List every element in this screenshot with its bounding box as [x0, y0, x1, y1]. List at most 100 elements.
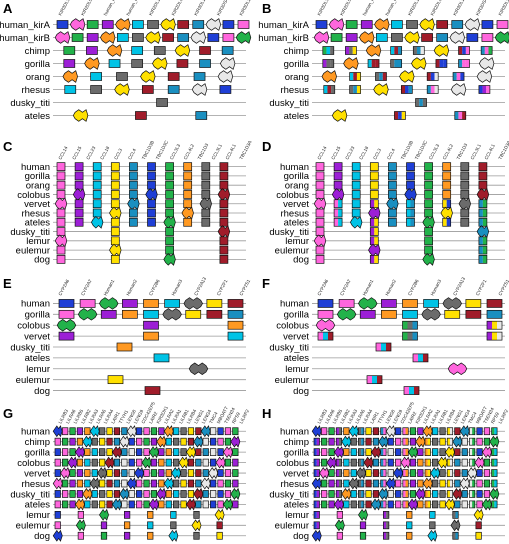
gene-block-mixed	[424, 469, 431, 477]
gene-block	[158, 500, 165, 509]
gene-block-outline	[426, 85, 439, 94]
gene-label: CYP2F1	[475, 278, 488, 296]
gene-block-outline	[424, 437, 431, 446]
gene-block-segment	[413, 353, 418, 362]
gene-block	[180, 427, 187, 436]
gene-block-segment	[316, 459, 320, 467]
gene-block-segment	[456, 72, 461, 81]
gene-block	[417, 448, 424, 456]
gene-block	[84, 427, 91, 436]
gene-block-segment	[462, 46, 466, 55]
gene-block-segment	[449, 459, 453, 467]
gene-block-fragmented	[476, 225, 490, 238]
gene-label: LENG4	[201, 408, 213, 424]
gene-block-segment	[336, 469, 339, 477]
gene-block-fragmented	[217, 225, 231, 238]
gene-block-outline	[491, 479, 498, 488]
gene-block-outline	[358, 437, 365, 446]
gene-block	[217, 490, 224, 498]
gene-block-segment	[452, 532, 456, 540]
gene-block	[63, 59, 76, 68]
gene-block-fragmented	[205, 18, 221, 31]
gene-block-fragmented	[185, 498, 196, 511]
gene-block-fragmented	[458, 197, 471, 211]
gene-block-segment	[316, 448, 320, 456]
gene-block-segment	[326, 46, 331, 55]
gene-block-segment	[465, 46, 470, 55]
gene-block-segment	[380, 469, 384, 477]
gene-block-segment	[374, 236, 379, 245]
gene-block	[195, 427, 202, 436]
gene-block-segment	[372, 375, 377, 384]
gene-block	[106, 437, 113, 446]
gene-block-segment	[427, 72, 431, 81]
gene-label: CCL15	[330, 145, 341, 160]
gene-block-fragmented	[191, 519, 202, 532]
gene-label: KIR3DL2	[497, 0, 509, 16]
gene-block-outline	[394, 111, 406, 120]
gene-block-segment	[334, 199, 339, 208]
species-label: vervet	[283, 199, 309, 210]
gene-block	[173, 458, 180, 467]
gene-block	[365, 479, 372, 488]
gene-block	[165, 245, 174, 255]
gene-block-segment	[427, 490, 431, 498]
gene-label: KIR3DL3	[316, 0, 329, 16]
gene-block-fragmented	[60, 466, 71, 480]
gene-block-outline	[313, 490, 320, 498]
gene-block-outline	[383, 531, 390, 540]
gene-block	[173, 490, 180, 498]
gene-block-outline	[369, 217, 379, 227]
gene-label: CCL3	[372, 147, 382, 160]
gene-label: TBC1D3B	[141, 140, 155, 161]
gene-block	[442, 162, 452, 171]
species-label: colobus	[17, 190, 50, 201]
gene-block	[402, 309, 418, 319]
gene-label: LILRA5	[95, 408, 107, 424]
gene-block	[359, 309, 376, 319]
gene-block	[62, 490, 69, 498]
gene-label: TBC1D3	[456, 142, 469, 160]
gene-block-fragmented	[459, 477, 470, 490]
gene-block	[173, 448, 180, 456]
gene-block-fragmented	[467, 466, 478, 480]
gene-block	[345, 20, 358, 29]
gene-block-outline	[491, 500, 498, 509]
panel-label: A	[3, 1, 13, 16]
gene-block	[351, 162, 361, 171]
gene-block-fragmented	[134, 466, 145, 480]
gene-block-outline	[469, 437, 476, 446]
gene-block	[395, 448, 402, 456]
gene-block	[439, 437, 446, 446]
gene-block	[460, 217, 470, 227]
gene-label: LILRA4	[103, 408, 115, 424]
gene-block-fragmented	[199, 197, 212, 211]
gene-block-mixed	[349, 85, 361, 94]
gene-block	[496, 20, 509, 29]
gene-block	[315, 180, 325, 190]
gene-block	[165, 490, 172, 498]
species-label: human_kirB	[258, 33, 309, 44]
gene-block	[333, 162, 343, 171]
gene-block	[74, 180, 84, 190]
gene-block-segment	[478, 236, 483, 245]
gene-block-fragmented	[437, 456, 448, 469]
gene-block-fragmented	[181, 206, 194, 220]
gene-block	[465, 309, 482, 319]
gene-block-segment	[394, 59, 398, 68]
gene-block	[395, 479, 402, 488]
gene-block-outline	[424, 500, 431, 509]
gene-block	[210, 458, 217, 467]
species-label: human	[280, 299, 309, 310]
gene-block-segment	[427, 469, 431, 477]
gene-label: TMC4	[467, 411, 477, 425]
gene-block-segment	[323, 332, 328, 341]
gene-block	[165, 180, 174, 190]
gene-block	[76, 479, 84, 488]
gene-block-segment	[349, 85, 354, 94]
gene-block	[424, 162, 433, 171]
gene-block	[227, 299, 244, 308]
gene-block	[387, 469, 394, 477]
gene-block-segment	[381, 343, 386, 351]
gene-block-outline	[480, 46, 493, 55]
